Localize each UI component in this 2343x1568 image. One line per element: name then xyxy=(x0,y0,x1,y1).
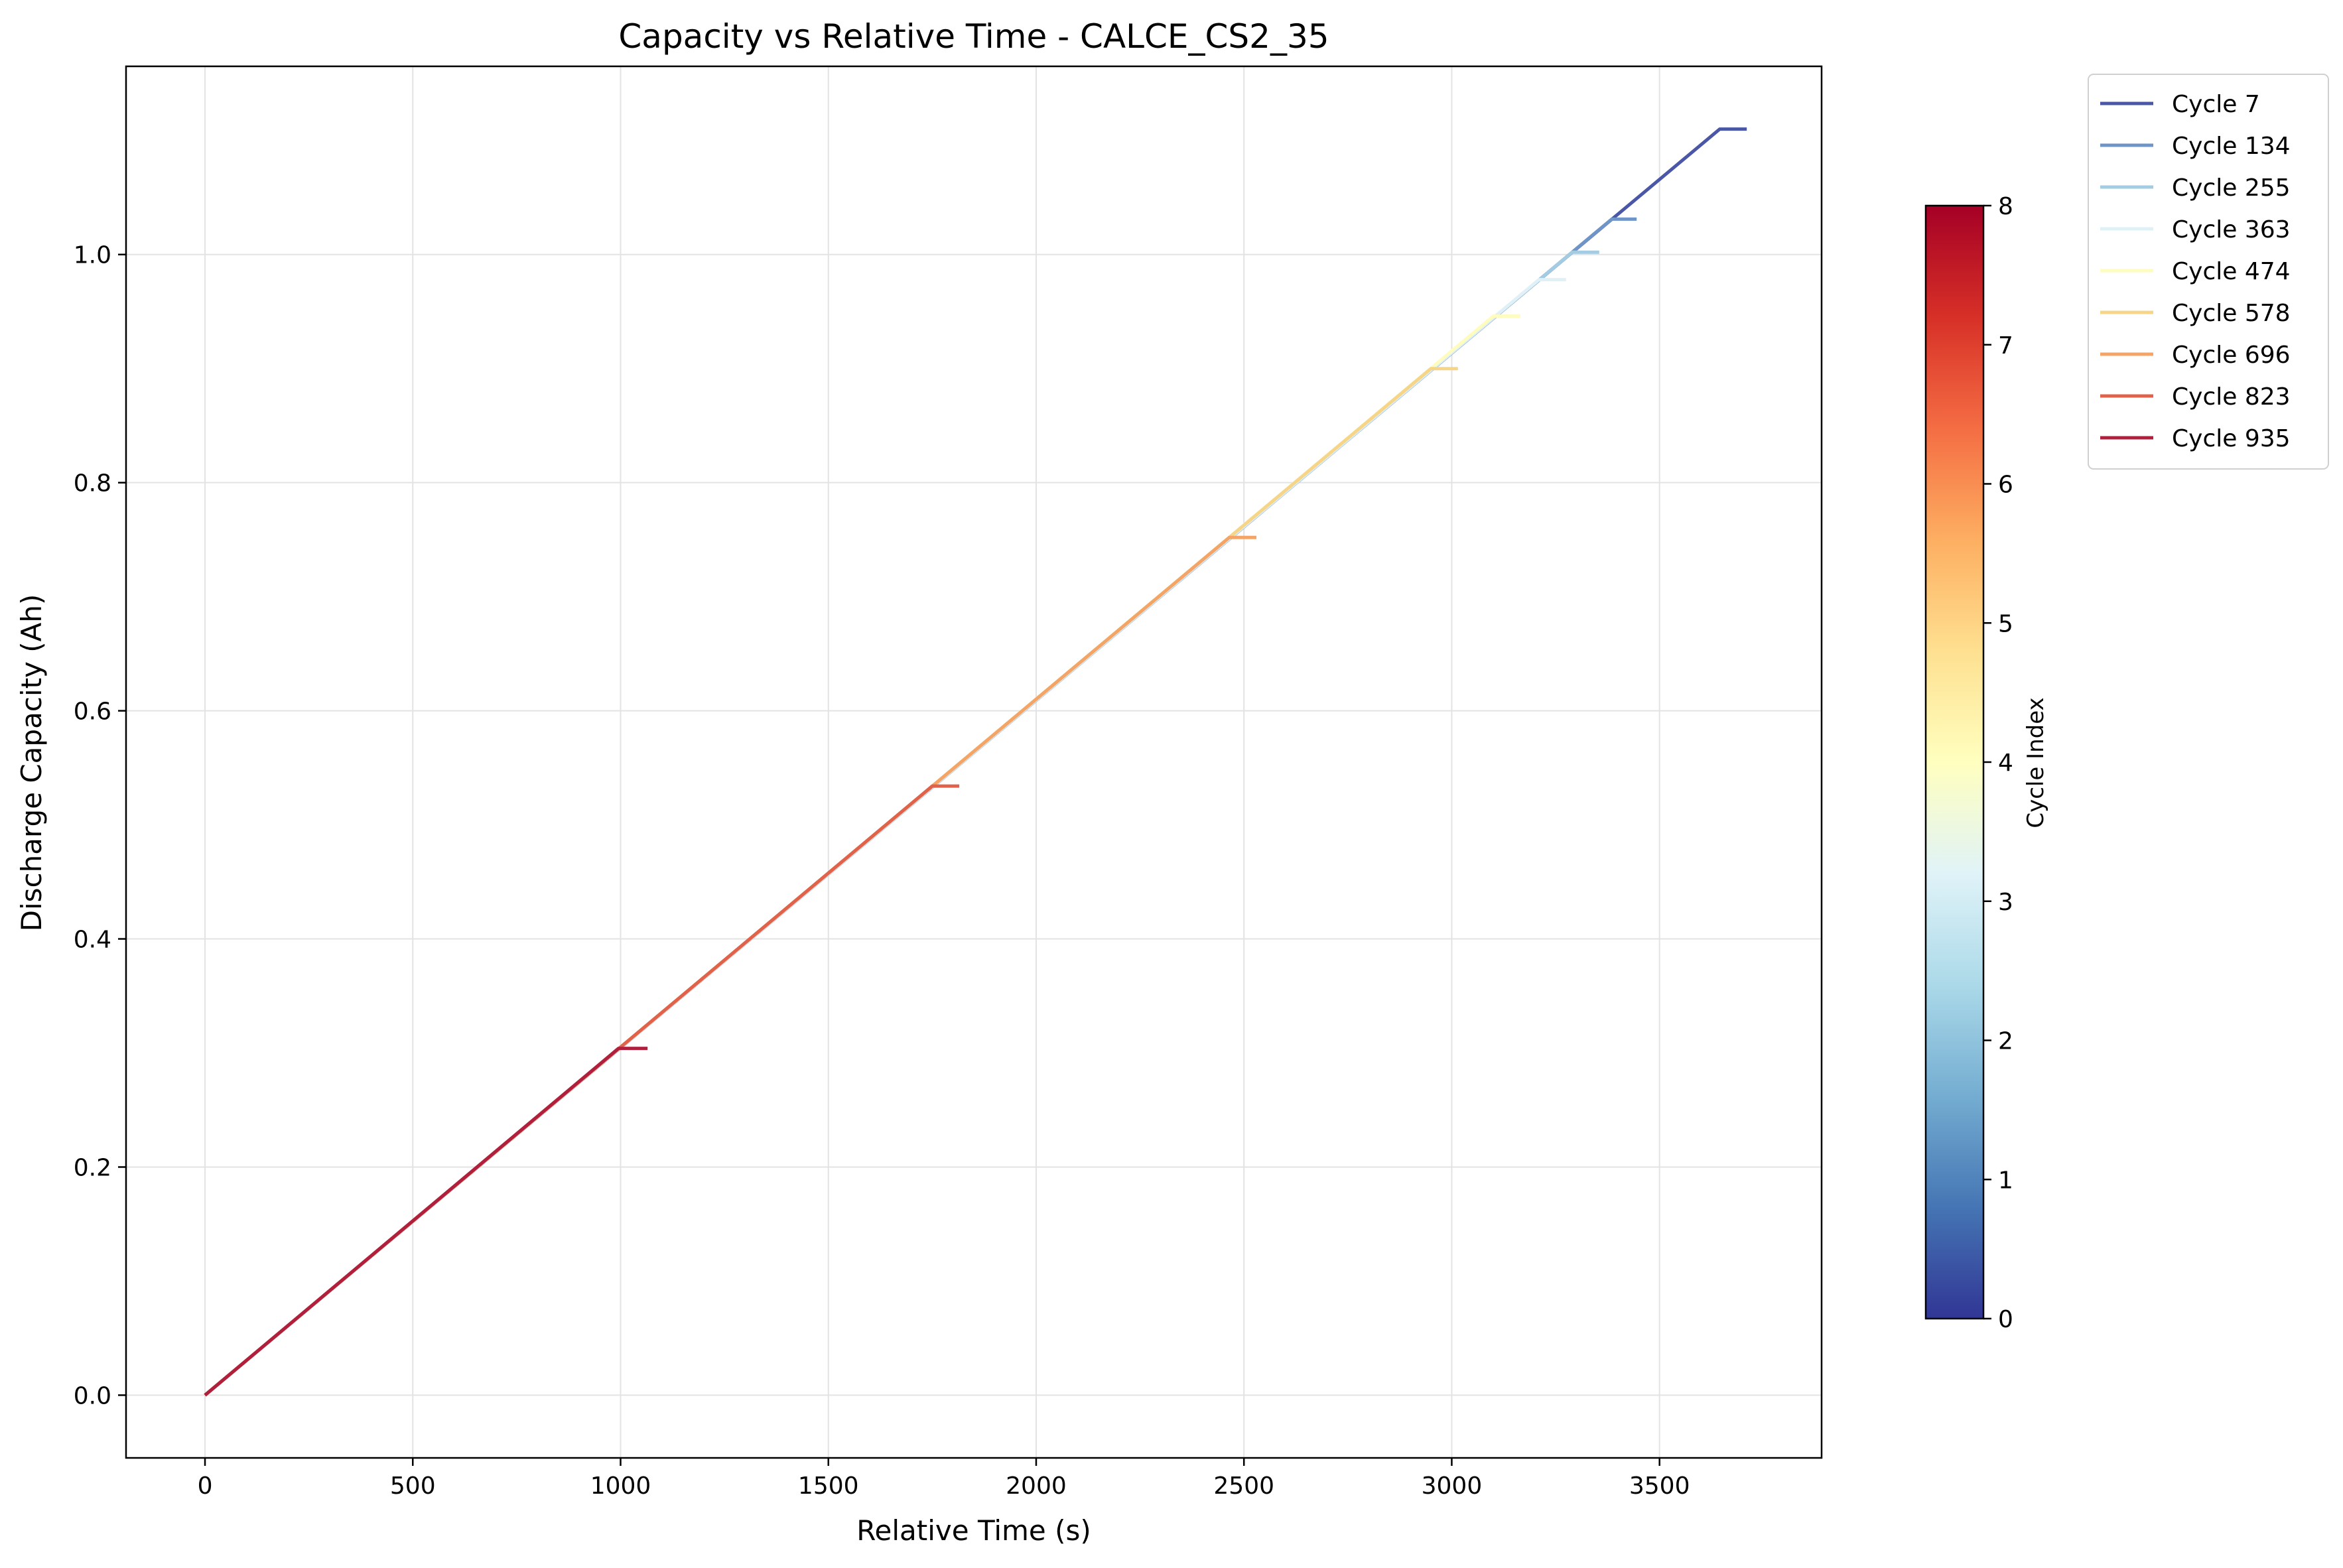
y-tick-label: 0.2 xyxy=(74,1154,111,1181)
colorbar-tick-label: 0 xyxy=(1998,1306,2013,1333)
y-axis-ticks: 0.0 0.2 0.4 0.6 0.8 1.0 xyxy=(74,242,126,1409)
y-tick-label: 0.0 xyxy=(74,1382,111,1409)
legend-item: Cycle 935 xyxy=(2100,425,2291,452)
legend-label: Cycle 363 xyxy=(2172,216,2291,243)
legend-label: Cycle 134 xyxy=(2172,133,2291,160)
legend-label: Cycle 696 xyxy=(2172,342,2291,369)
colorbar-gradient xyxy=(1924,204,1985,1320)
plot-frame xyxy=(125,65,1823,1459)
legend-item: Cycle 696 xyxy=(2100,342,2291,369)
colorbar-tick-label: 6 xyxy=(1998,472,2013,499)
colorbar: 0 1 2 3 4 5 6 7 8 Cycle Index xyxy=(1924,193,2049,1333)
legend-box xyxy=(2088,74,2329,470)
colorbar-tick-label: 4 xyxy=(1998,750,2013,777)
colorbar-tick-label: 3 xyxy=(1998,889,2013,916)
x-axis-ticks: 0 500 1000 1500 2000 2500 3000 3500 xyxy=(198,1458,1690,1500)
x-tick-label: 500 xyxy=(390,1472,436,1500)
legend-label: Cycle 578 xyxy=(2172,300,2291,327)
y-tick-label: 0.6 xyxy=(74,698,111,726)
legend-items: Cycle 7 Cycle 134 Cycle 255 Cycle 363 Cycle … xyxy=(2100,91,2291,452)
legend-label: Cycle 255 xyxy=(2172,174,2291,202)
y-axis-label: Discharge Capacity (Ah) xyxy=(15,594,48,932)
legend-item: Cycle 474 xyxy=(2100,258,2291,285)
legend-label: Cycle 935 xyxy=(2172,425,2291,452)
colorbar-tick-label: 1 xyxy=(1998,1167,2013,1194)
series-line-cycle-935 xyxy=(204,1047,648,1397)
x-axis-label: Relative Time (s) xyxy=(856,1514,1091,1547)
x-tick-label: 3500 xyxy=(1629,1472,1690,1500)
chart-title: Capacity vs Relative Time - CALCE_CS2_35 xyxy=(618,17,1329,56)
legend: Cycle 7 Cycle 134 Cycle 255 Cycle 363 Cycle … xyxy=(2088,74,2329,470)
legend-item: Cycle 578 xyxy=(2100,300,2291,327)
legend-item: Cycle 363 xyxy=(2100,216,2291,243)
legend-label: Cycle 474 xyxy=(2172,258,2291,285)
colorbar-tick-label: 5 xyxy=(1998,610,2013,637)
x-tick-label: 3000 xyxy=(1422,1472,1483,1500)
x-tick-label: 2500 xyxy=(1213,1472,1274,1500)
x-tick-label: 1500 xyxy=(798,1472,859,1500)
colorbar-label: Cycle Index xyxy=(2023,697,2049,828)
x-tick-label: 2000 xyxy=(1006,1472,1067,1500)
x-tick-label: 0 xyxy=(198,1472,213,1500)
x-tick-label: 1000 xyxy=(590,1472,651,1500)
y-tick-label: 0.8 xyxy=(74,470,111,497)
legend-item: Cycle 823 xyxy=(2100,383,2291,411)
plot-series xyxy=(204,127,1747,1397)
legend-item: Cycle 255 xyxy=(2100,174,2291,202)
colorbar-tick-label: 7 xyxy=(1998,332,2013,359)
legend-item: Cycle 134 xyxy=(2100,133,2291,160)
y-tick-label: 1.0 xyxy=(74,242,111,269)
colorbar-tick-label: 8 xyxy=(1998,193,2013,220)
legend-label: Cycle 823 xyxy=(2172,383,2291,411)
legend-label: Cycle 7 xyxy=(2172,91,2260,118)
y-tick-label: 0.4 xyxy=(74,927,111,954)
colorbar-ticks: 0 1 2 3 4 5 6 7 8 xyxy=(1983,193,2013,1333)
legend-item: Cycle 7 xyxy=(2100,91,2260,118)
grid-lines xyxy=(126,66,1822,1458)
colorbar-tick-label: 2 xyxy=(1998,1028,2013,1055)
